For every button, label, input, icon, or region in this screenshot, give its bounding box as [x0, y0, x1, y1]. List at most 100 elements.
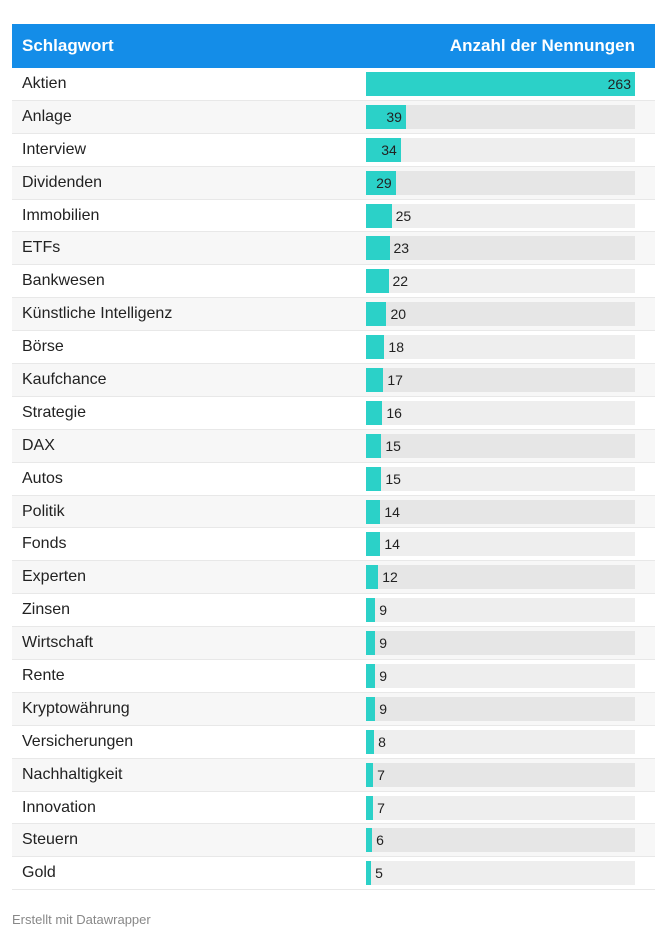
table-row: Steuern 6 — [12, 824, 655, 858]
bar-track: 263 — [366, 72, 635, 96]
bar-track: 14 — [366, 499, 635, 524]
bar-track: 12 — [366, 565, 635, 590]
column-header-count[interactable]: Anzahl der Nennungen — [449, 36, 635, 55]
value-label: 18 — [388, 339, 404, 356]
keyword-label: Anlage — [22, 107, 72, 125]
keyword-label: Experten — [22, 568, 87, 586]
bar-track: 15 — [366, 466, 635, 491]
table-row: Dividenden 29 — [12, 166, 655, 200]
keyword-label: Versicherungen — [22, 732, 134, 750]
keyword-label: Gold — [22, 864, 56, 882]
bar-track: 9 — [366, 664, 635, 689]
credit-footer: Erstellt mit Datawrapper — [12, 912, 151, 927]
bar-track: 9 — [366, 631, 635, 656]
table-row: Autos 15 — [12, 463, 655, 496]
table-row: Künstliche Intelligenz 20 — [12, 298, 655, 332]
table-row: Wirtschaft 9 — [12, 627, 655, 661]
column-header-keyword[interactable]: Schlagwort — [22, 36, 114, 55]
keyword-label: Künstliche Intelligenz — [22, 305, 173, 323]
value-label: 39 — [386, 108, 402, 125]
bar-track: 6 — [366, 828, 635, 853]
keyword-label: Kryptowährung — [22, 699, 130, 717]
keyword-label: Autos — [22, 469, 63, 487]
table-row: Experten 12 — [12, 561, 655, 595]
keyword-label: Zinsen — [22, 601, 71, 619]
bar — [366, 664, 376, 689]
bar-track: 39 — [366, 104, 635, 129]
bar — [366, 433, 382, 458]
table-row: Immobilien 25 — [12, 200, 655, 233]
bar-track: 29 — [366, 170, 635, 195]
bar — [366, 137, 401, 162]
bar — [366, 203, 392, 228]
bar — [366, 828, 373, 853]
value-label: 9 — [379, 602, 387, 619]
value-label: 6 — [376, 832, 384, 849]
table-row: Gold 5 — [12, 857, 655, 891]
bar-track: 7 — [366, 795, 635, 820]
value-label: 8 — [378, 733, 386, 750]
table-row: Zinsen 9 — [12, 594, 655, 628]
keyword-label: Steuern — [22, 831, 79, 849]
table-row: Strategie 16 — [12, 397, 655, 430]
bar-track: 15 — [366, 433, 635, 458]
value-label: 15 — [385, 470, 401, 487]
table-row: Kryptowährung 9 — [12, 692, 655, 726]
keyword-label: ETFs — [22, 239, 61, 257]
table-row: Kaufchance 17 — [12, 364, 655, 397]
keyword-label: Bankwesen — [22, 272, 105, 290]
bar-track: 7 — [366, 762, 635, 787]
bar-track: 9 — [366, 598, 635, 623]
value-label: 7 — [377, 766, 385, 783]
bar — [366, 532, 381, 557]
value-label: 22 — [392, 273, 409, 290]
keyword-label: Nachhaltigkeit — [22, 765, 123, 783]
keyword-label: Wirtschaft — [22, 634, 94, 652]
value-label: 17 — [387, 372, 403, 389]
bar — [366, 631, 376, 656]
keyword-label: Strategie — [22, 403, 87, 421]
table-row: Fonds 14 — [12, 528, 655, 562]
table-row: Anlage 39 — [12, 100, 655, 134]
bar-track: 20 — [366, 302, 635, 327]
bar-track: 5 — [366, 861, 635, 886]
table-row: Börse 18 — [12, 331, 655, 365]
table-row: Aktien 263 — [12, 68, 655, 101]
keyword-label: Interview — [22, 140, 87, 158]
bar — [366, 795, 374, 820]
bar-track: 34 — [366, 137, 635, 162]
bar-track: 16 — [366, 400, 635, 425]
bar-track: 8 — [366, 729, 635, 754]
table-row: Innovation 7 — [12, 792, 655, 825]
table-row: Rente 9 — [12, 660, 655, 693]
bar — [366, 368, 384, 393]
value-label: 12 — [382, 569, 398, 586]
keyword-label: Innovation — [22, 798, 96, 816]
value-label: 9 — [379, 635, 387, 652]
value-label: 15 — [385, 437, 401, 454]
value-label: 14 — [384, 536, 400, 553]
bar — [366, 335, 385, 360]
value-label: 5 — [375, 865, 383, 882]
value-label: 9 — [379, 668, 387, 685]
bar-track: 18 — [366, 335, 635, 360]
keyword-label: Kaufchance — [22, 371, 107, 389]
value-label: 16 — [386, 404, 402, 421]
bar — [366, 269, 389, 294]
table-row: DAX 15 — [12, 429, 655, 463]
bar-track: 14 — [366, 532, 635, 557]
bar — [366, 762, 374, 787]
value-label: 34 — [381, 141, 397, 158]
bar — [366, 104, 406, 129]
table-row: Bankwesen 22 — [12, 265, 655, 299]
value-label: 25 — [395, 207, 412, 224]
bar — [366, 72, 635, 96]
keyword-label: Fonds — [22, 535, 67, 553]
value-label: 263 — [607, 76, 631, 92]
bar — [366, 499, 381, 524]
bar — [366, 696, 376, 721]
keyword-label: Börse — [22, 338, 64, 356]
table-row: Versicherungen 8 — [12, 726, 655, 759]
keyword-label: Rente — [22, 667, 65, 685]
bar — [366, 236, 390, 261]
